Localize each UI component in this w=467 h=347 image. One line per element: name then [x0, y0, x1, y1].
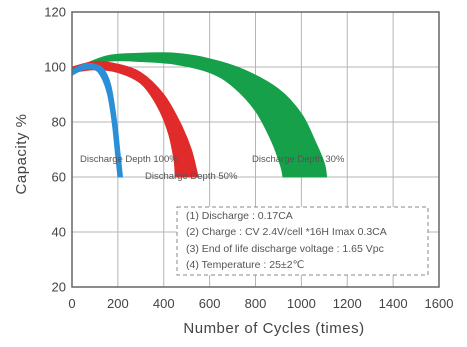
x-tick-label: 1200 [333, 296, 362, 311]
x-tick-label: 1600 [425, 296, 454, 311]
x-tick-label: 0 [68, 296, 75, 311]
y-tick-label: 100 [44, 60, 66, 75]
conditions-note: (1) Discharge : 0.17CA (2) Charge : CV 2… [176, 206, 429, 276]
y-axis-title: Capacity % [13, 114, 30, 195]
annotation-depth-100: Discharge Depth 100% [80, 154, 178, 165]
y-tick-label: 80 [52, 115, 66, 130]
note-line-discharge: (1) Discharge : 0.17CA [186, 210, 293, 222]
annotation-depth-50: Discharge Depth 50% [145, 171, 238, 182]
plot-frame [71, 11, 440, 288]
note-line-temperature: (4) Temperature : 25±2℃ [186, 259, 304, 271]
series-area-depth-100 [71, 63, 124, 178]
x-tick-label: 400 [153, 296, 175, 311]
series-area-depth-30 [71, 52, 328, 178]
y-tick-label: 120 [44, 5, 66, 20]
annotation-depth-30: Discharge Depth 30% [252, 154, 345, 165]
note-line-end-voltage: (3) End of life discharge voltage : 1.65… [186, 243, 384, 255]
series-areas [71, 52, 328, 178]
x-tick-label: 200 [107, 296, 129, 311]
series-area-depth-50 [71, 60, 199, 178]
x-tick-label: 800 [245, 296, 267, 311]
tick-labels: 0 200 400 600 800 1000 1200 1400 1600 20 40 60 80 100… [44, 5, 453, 312]
x-tick-label: 600 [199, 296, 221, 311]
x-axis-title: Number of Cycles (times) [183, 320, 364, 337]
x-tick-label: 1000 [287, 296, 316, 311]
conditions-note-box [176, 206, 429, 276]
x-tick-label: 1400 [379, 296, 408, 311]
y-tick-label: 40 [52, 225, 66, 240]
y-tick-label: 20 [52, 280, 66, 295]
y-tick-label: 60 [52, 170, 66, 185]
note-line-charge: (2) Charge : CV 2.4V/cell *16H Imax 0.3C… [186, 226, 387, 238]
